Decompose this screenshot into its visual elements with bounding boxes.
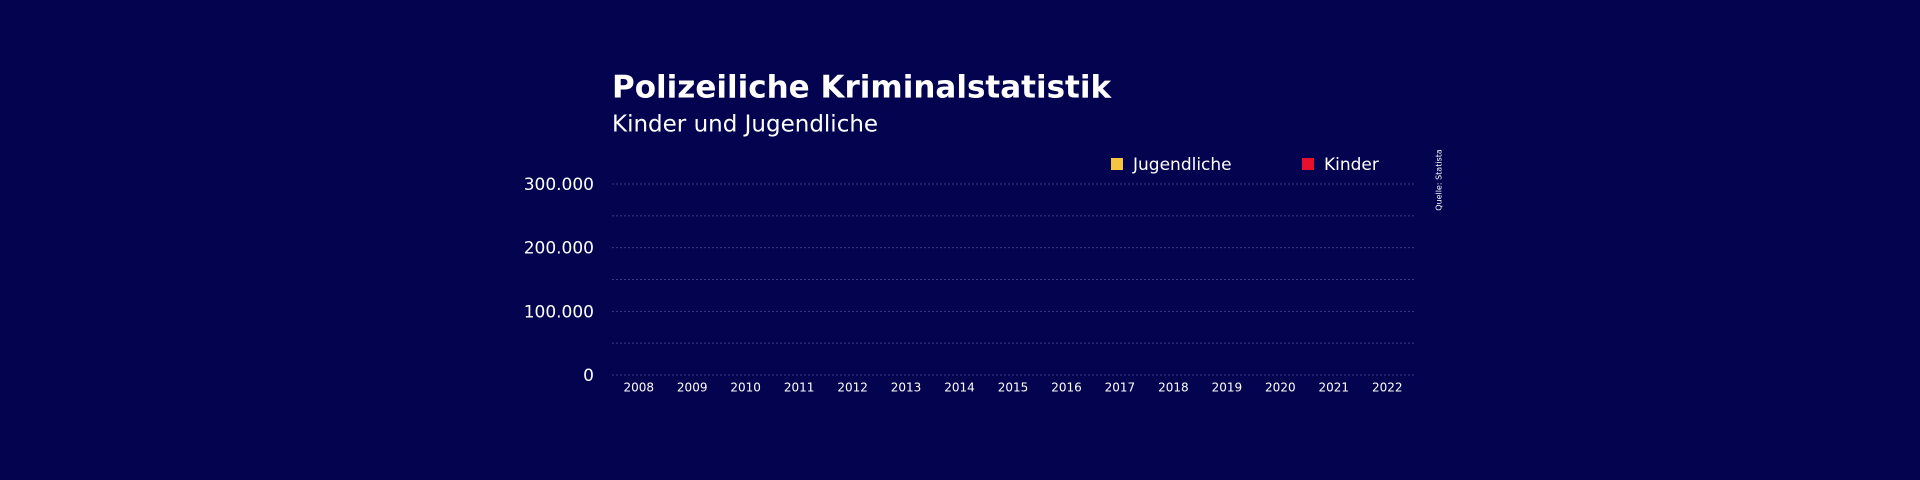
x-tick-label: 2021 xyxy=(1319,381,1350,395)
legend-label: Kinder xyxy=(1324,155,1379,175)
chart-title: Polizeiliche Kriminalstatistik xyxy=(612,70,1112,106)
y-tick-label: 100.000 xyxy=(524,302,594,322)
legend-swatch xyxy=(1111,158,1123,170)
x-tick-label: 2010 xyxy=(730,381,761,395)
x-tick-label: 2016 xyxy=(1051,381,1082,395)
x-tick-label: 2017 xyxy=(1105,381,1136,395)
x-tick-label: 2011 xyxy=(784,381,815,395)
chart-subtitle: Kinder und Jugendliche xyxy=(612,112,878,138)
x-tick-label: 2018 xyxy=(1158,381,1189,395)
legend-swatch xyxy=(1302,158,1314,170)
x-tick-label: 2008 xyxy=(623,381,654,395)
y-tick-label: 0 xyxy=(583,366,594,386)
y-tick-label: 200.000 xyxy=(524,239,594,259)
x-tick-label: 2015 xyxy=(998,381,1029,395)
y-tick-label: 300.000 xyxy=(524,175,594,195)
x-tick-label: 2014 xyxy=(944,381,975,395)
x-tick-label: 2019 xyxy=(1212,381,1243,395)
x-tick-label: 2022 xyxy=(1372,381,1403,395)
source-note: Quelle: Statista xyxy=(1435,149,1444,211)
legend-label: Jugendliche xyxy=(1132,155,1232,175)
x-tick-label: 2012 xyxy=(837,381,868,395)
x-tick-label: 2020 xyxy=(1265,381,1296,395)
x-tick-label: 2009 xyxy=(677,381,708,395)
x-tick-label: 2013 xyxy=(891,381,922,395)
